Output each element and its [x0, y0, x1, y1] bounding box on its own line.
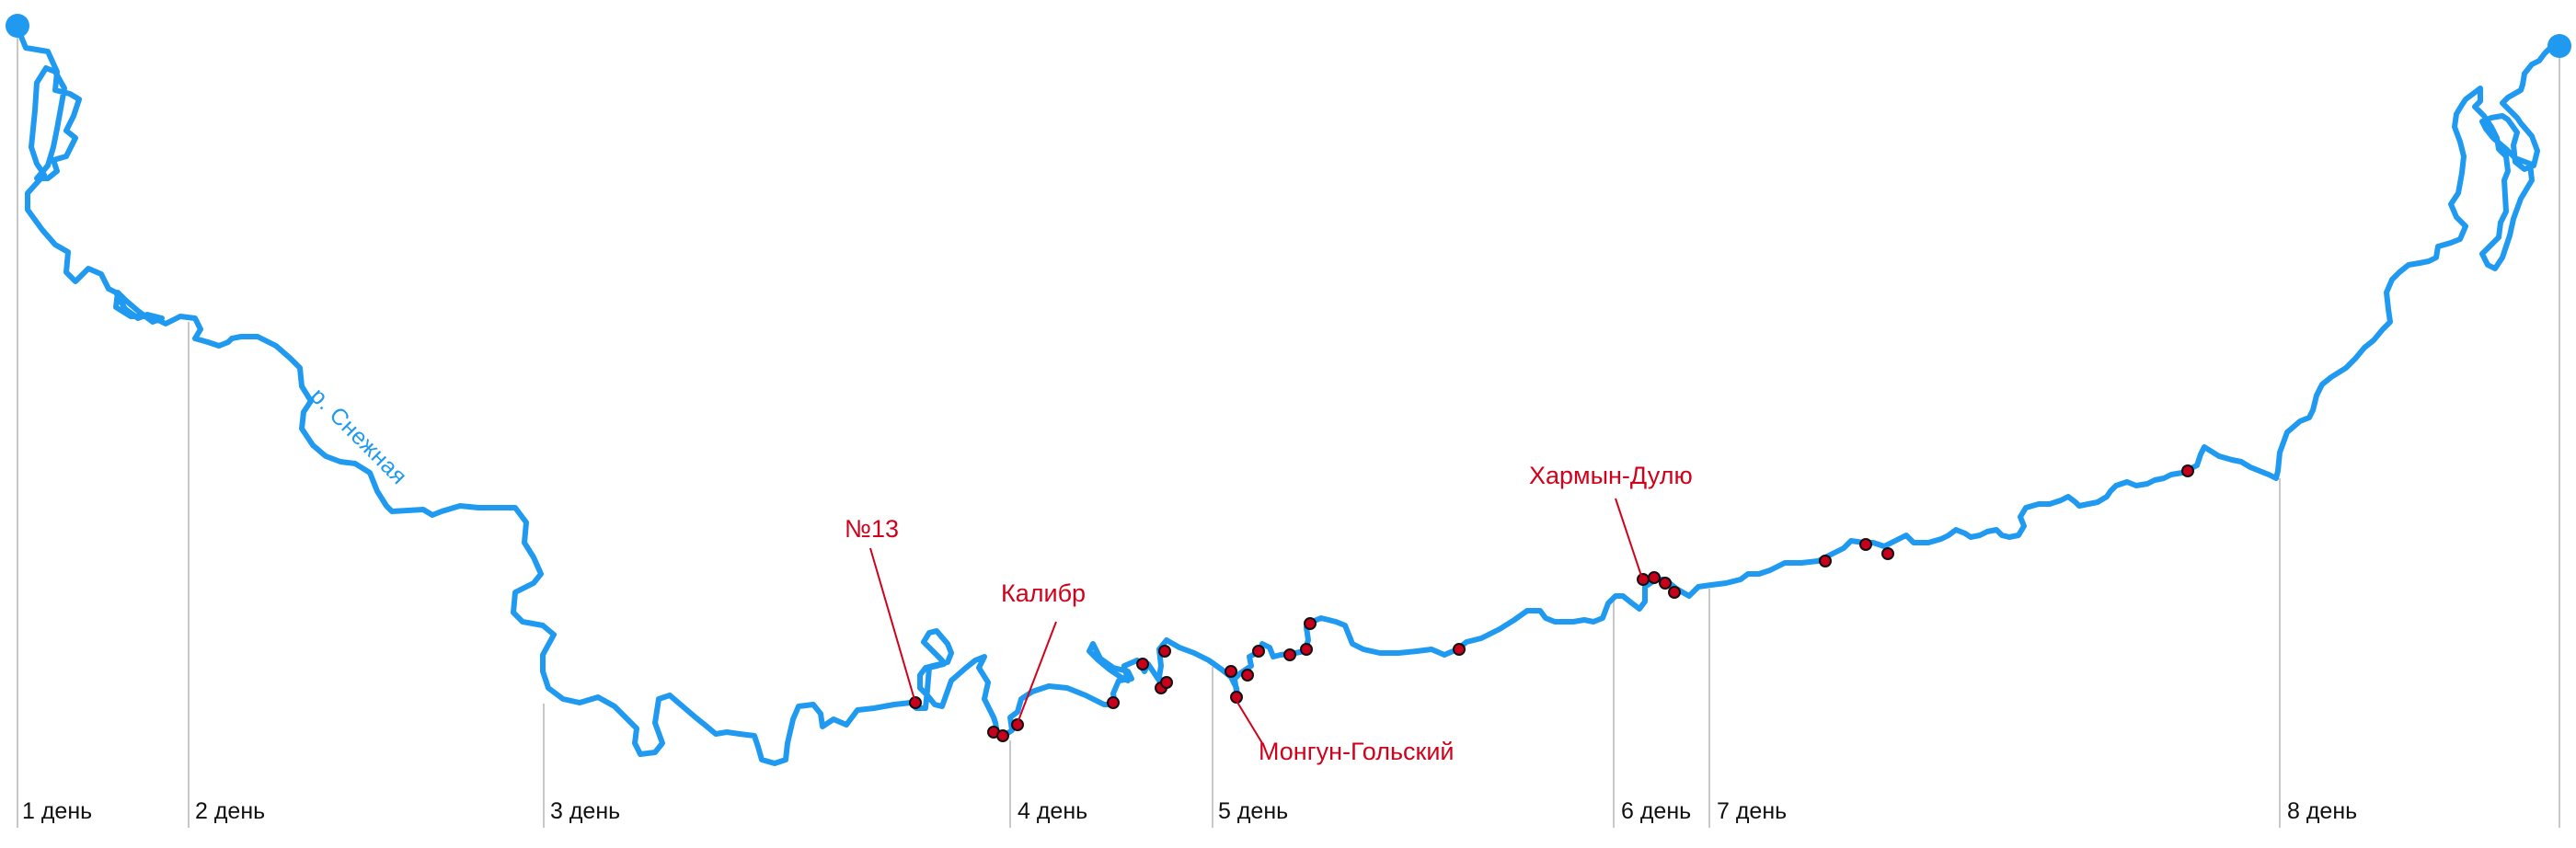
leader-line-harmyn	[1615, 498, 1642, 577]
rapid-dot	[1659, 577, 1672, 590]
rapid-dots	[909, 464, 2194, 742]
leader-line-mongun	[1236, 700, 1263, 744]
rapid-dot	[1648, 571, 1661, 584]
rapid-leader-lines	[869, 498, 1642, 744]
finish-point-marker	[2547, 34, 2571, 58]
rapid-dot	[1819, 555, 1832, 567]
leader-line-13	[869, 547, 916, 704]
rapid-dot	[1241, 669, 1254, 682]
start-point-marker	[6, 14, 29, 38]
rapid-dot	[1136, 658, 1149, 670]
river-name-label: р. Снежная	[305, 383, 412, 489]
rapid-dot	[1252, 645, 1265, 658]
day-label-4: 4 день	[1018, 798, 1087, 824]
day-label-3: 3 день	[550, 798, 620, 824]
day-label-5: 5 день	[1218, 798, 1288, 824]
rapid-dot	[1304, 617, 1317, 630]
rapid-label-harmyn: Хармын-Дулю	[1529, 462, 1693, 489]
rapid-dot	[1158, 645, 1171, 658]
rapid-label-13: №13	[845, 515, 899, 543]
rapid-dot	[1881, 547, 1894, 560]
rapid-dot	[2181, 464, 2194, 477]
rapid-dot	[1230, 691, 1243, 704]
rapid-label-kalibr: Калибр	[1001, 579, 1086, 607]
leader-line-kalibr	[1017, 621, 1057, 724]
rapid-dot	[1225, 665, 1237, 678]
day-label-7: 7 день	[1717, 798, 1787, 824]
rapid-label-mongun: Монгун-Гольский	[1259, 738, 1455, 765]
day-label-1: 1 день	[22, 798, 92, 824]
day-divider-lines	[17, 35, 2560, 828]
rapid-dot	[1011, 718, 1024, 731]
rapid-dot	[1107, 696, 1120, 709]
rapid-dot	[1453, 643, 1466, 656]
day-label-8: 8 день	[2287, 798, 2357, 824]
rapid-dot	[1283, 648, 1296, 661]
rapid-dot	[1859, 538, 1872, 551]
day-label-6: 6 день	[1621, 798, 1691, 824]
rapid-dot	[996, 729, 1009, 742]
day-label-2: 2 день	[195, 798, 265, 824]
rapid-dot	[1637, 573, 1650, 586]
rapid-dot	[1668, 586, 1681, 599]
rapid-dot	[1300, 643, 1313, 656]
rapid-dot	[1160, 676, 1173, 689]
river-route-line	[15, 25, 2562, 766]
